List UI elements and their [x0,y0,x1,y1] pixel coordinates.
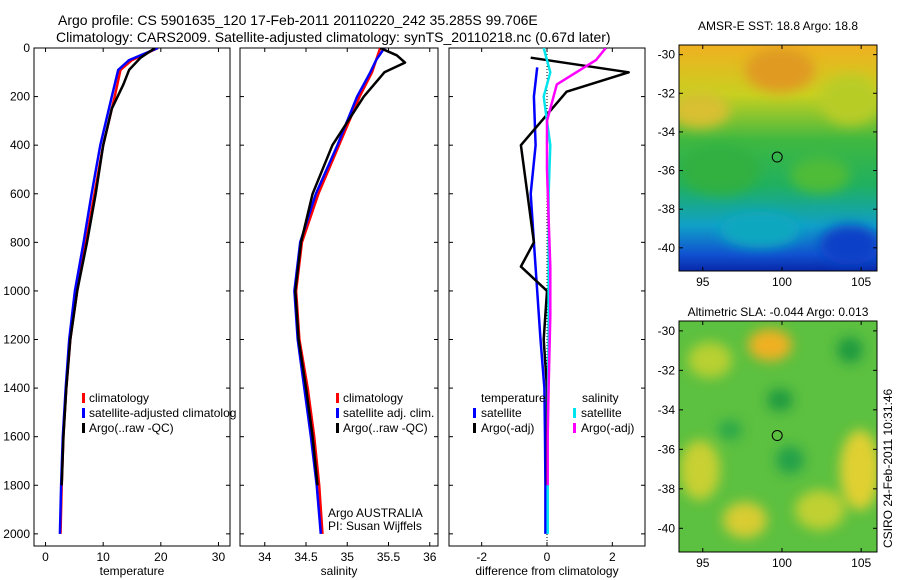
sla_map-title: Altimetric SLA: -0.044 Argo: 0.013 [688,305,869,319]
sla_map-ytick-label: -34 [658,403,676,417]
temperature-ytick-label: 200 [10,90,30,104]
difference-xtick-label: -2 [476,550,487,564]
salinity-legend-label: Argo(..raw -QC) [343,421,428,435]
sla_map-xtick-label: 100 [772,556,792,570]
salinity-xlabel: salinity [321,564,358,578]
difference-xtick-label: 0 [544,550,551,564]
difference-xlabel: difference from climatology [475,564,618,578]
salinity-legend-swatch [336,393,339,403]
temperature-series-argo-raw-qc- [60,48,156,486]
sst-heatmap [679,45,877,271]
temperature-xtick-label: 10 [96,550,110,564]
temperature-xtick-label: 20 [154,550,168,564]
sla_map-ytick-label: -32 [658,363,676,377]
sla_map-xtick-label: 105 [851,556,871,570]
salinity-series-satellite-adj-clim- [293,48,386,535]
temperature-ytick-label: 2000 [3,527,30,541]
difference-legend-swatch [573,423,576,433]
temperature-legend-swatch [82,423,85,433]
temperature-xtick-label: 30 [212,550,226,564]
sst_map-ytick-label: -36 [658,164,676,178]
salinity-annotation-line: PI: Susan Wijffels [328,519,422,533]
difference-series-temperature-satellite [529,67,547,534]
salinity-legend-swatch [336,423,339,433]
salinity-xtick-label: 35 [341,550,355,564]
salinity-xtick-label: 36 [423,550,437,564]
salinity-legend-swatch [336,408,339,418]
sst_map-ytick-label: -40 [658,241,676,255]
sst_map-xtick-label: 105 [851,275,871,289]
sst_map-ytick-label: -38 [658,202,676,216]
temperature-ytick-label: 800 [10,235,30,249]
salinity-axes [239,47,439,547]
salinity-xtick-label: 34.5 [294,550,318,564]
sla_map-ytick-label: -40 [658,521,676,535]
side-caption: CSIRO 24-Feb-2011 10:31:46 [881,388,895,548]
figure-title-line1: Argo profile: CS 5901635_120 17-Feb-2011… [58,12,538,28]
difference-legend-label: Argo(-adj) [581,421,634,435]
salinity-series-climatology [294,48,382,534]
sst-map-frame [678,44,878,272]
salinity-series-argo-raw-qc- [294,48,407,486]
sla-heatmap [679,321,877,552]
difference-series-salinity-argo-adj- [545,48,607,486]
temperature-legend-swatch [82,408,85,418]
sst_map-xtick-label: 95 [696,275,710,289]
sst_map-argo-marker [771,151,783,163]
temperature-legend-swatch [82,393,85,403]
temperature-ytick-label: 600 [10,187,30,201]
temperature-ytick-label: 1800 [3,478,30,492]
sst_map-ytick-label: -32 [658,86,676,100]
temperature-ytick-label: 1600 [3,430,30,444]
temperature-ytick-label: 0 [23,41,30,55]
sst_map-xtick-label: 100 [772,275,792,289]
sst_map-title: AMSR-E SST: 18.8 Argo: 18.8 [698,19,858,33]
difference-legend-label: satellite [481,406,522,420]
sla_map-xtick-label: 95 [696,556,710,570]
difference-legend-swatch [473,423,476,433]
difference-legend-swatch [473,408,476,418]
figure-title-line2: Climatology: CARS2009. Satellite-adjuste… [56,29,611,45]
temperature-ytick-label: 1200 [3,333,30,347]
sla_map-argo-marker [771,430,783,442]
temperature-ytick-label: 1000 [3,284,30,298]
sla-map-frame [678,320,878,553]
temperature-ytick-label: 400 [10,138,30,152]
salinity-xtick-label: 34 [258,550,272,564]
temperature-legend-label: climatology [89,391,149,405]
temperature-legend-label: satellite-adjusted climatolog [89,406,236,420]
difference-legend-label: Argo(-adj) [481,421,534,435]
salinity-xtick-label: 35.5 [377,550,401,564]
difference-legend-swatch [573,408,576,418]
temperature-xlabel: temperature [100,564,165,578]
sla_map-ytick-label: -38 [658,482,676,496]
salinity-legend-label: satellite adj. clim. [343,406,434,420]
salinity-annotation-line: Argo AUSTRALIA [328,506,423,520]
difference-legend-title-salinity: salinity [582,391,619,405]
sla_map-ytick-label: -36 [658,442,676,456]
difference-legend-label: satellite [581,406,622,420]
sst_map-ytick-label: -34 [658,125,676,139]
temperature-axes [33,47,231,547]
difference-xtick-label: 2 [609,550,616,564]
temperature-ytick-label: 1400 [3,381,30,395]
temperature-legend-label: Argo(..raw -QC) [89,421,174,435]
sla_map-ytick-label: -30 [658,324,676,338]
salinity-legend-label: climatology [343,391,403,405]
difference-legend-title-temperature: temperature [481,391,546,405]
sst_map-ytick-label: -30 [658,48,676,62]
temperature-xtick-label: 0 [42,550,49,564]
